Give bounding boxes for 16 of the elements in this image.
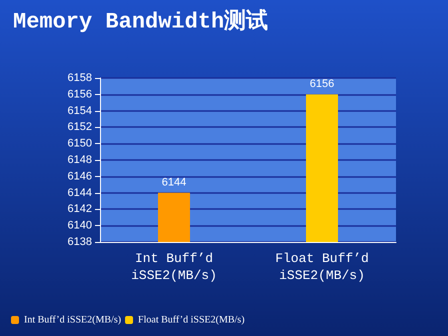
y-tick-label: 6158 — [68, 72, 92, 84]
legend-label: Int Buff’d iSSE2(MB/s) — [24, 314, 122, 326]
data-label: 6144 — [162, 176, 186, 188]
y-tick-label: 6142 — [68, 203, 92, 216]
legend-label: Float Buff’d iSSE2(MB/s) — [138, 314, 245, 326]
y-tick-label: 6152 — [68, 121, 92, 134]
y-tick-label: 6138 — [68, 236, 92, 248]
chart-title: Memory Bandwidth测试 — [13, 8, 268, 34]
y-tick-label: 6144 — [68, 186, 92, 199]
y-tick-label: 6154 — [68, 104, 92, 117]
y-tick-label: 6140 — [68, 220, 92, 232]
y-tick-label: 6150 — [68, 138, 92, 150]
data-label: 6156 — [310, 78, 334, 90]
y-tick-label: 6156 — [68, 88, 92, 100]
y-tick-label: 6148 — [68, 154, 92, 166]
y-tick-label: 6146 — [68, 170, 92, 182]
